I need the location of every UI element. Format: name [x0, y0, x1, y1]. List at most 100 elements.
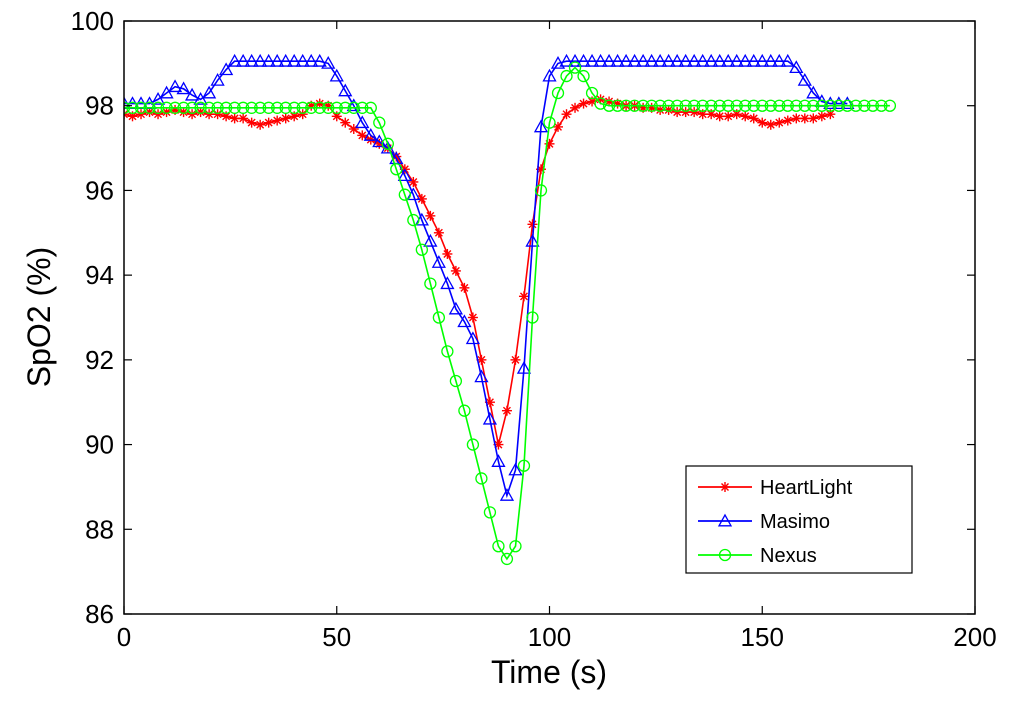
data-point-nexus: [585, 86, 599, 100]
data-point-masimo: [789, 60, 804, 74]
data-point-masimo: [227, 53, 242, 67]
data-point-masimo: [338, 83, 353, 97]
data-point-nexus: [432, 311, 446, 324]
data-point-heartlight: [680, 107, 691, 118]
data-point-nexus: [611, 99, 624, 112]
data-point-heartlight: [229, 113, 240, 124]
data-point-nexus: [219, 101, 233, 114]
data-point-nexus: [815, 99, 828, 112]
data-point-masimo: [270, 53, 285, 67]
data-point-masimo: [533, 119, 549, 133]
x-tick-label: 150: [741, 622, 784, 652]
y-tick-label: 86: [85, 599, 114, 629]
data-point-nexus: [594, 97, 607, 110]
data-point-masimo: [755, 53, 770, 67]
data-point-masimo: [601, 53, 617, 67]
data-point-heartlight: [672, 107, 683, 118]
data-point-heartlight: [501, 405, 512, 416]
legend-swatch-marker: [718, 548, 732, 562]
data-point-heartlight: [272, 115, 283, 126]
data-point-masimo: [491, 454, 506, 467]
legend-entry-nexus: Nexus: [698, 545, 817, 567]
data-point-heartlight: [459, 282, 470, 293]
data-point-heartlight: [263, 117, 274, 128]
data-point-heartlight: [578, 98, 589, 109]
data-point-nexus: [288, 101, 301, 114]
data-point-masimo: [431, 255, 446, 268]
data-point-heartlight: [757, 117, 768, 128]
data-point-heartlight: [774, 117, 785, 128]
data-point-nexus: [330, 101, 343, 114]
data-point-masimo: [482, 411, 498, 425]
data-point-nexus: [798, 99, 811, 112]
data-point-nexus: [756, 99, 769, 112]
data-point-heartlight: [782, 115, 793, 126]
data-point-nexus: [151, 101, 165, 114]
data-point-heartlight: [433, 227, 444, 238]
data-point-nexus: [688, 99, 701, 112]
data-point-heartlight: [467, 312, 478, 323]
data-point-heartlight: [808, 113, 819, 124]
y-axis: 86 88 90 92 94 96 98 100: [71, 6, 975, 629]
data-point-nexus: [543, 116, 556, 129]
data-point-masimo: [763, 53, 778, 67]
data-point-heartlight: [442, 248, 453, 259]
y-axis-title: SpO2 (%): [21, 247, 57, 387]
data-point-masimo: [670, 53, 685, 67]
data-point-heartlight: [570, 102, 581, 113]
data-point-nexus: [807, 99, 820, 112]
data-point-masimo: [576, 53, 591, 67]
plot-area: [123, 20, 976, 615]
data-point-nexus: [662, 99, 675, 112]
x-tick-label: 0: [117, 622, 131, 652]
data-point-heartlight: [221, 111, 232, 122]
legend-label: Masimo: [760, 511, 830, 533]
data-point-nexus: [747, 99, 760, 112]
data-point-masimo: [397, 168, 412, 182]
data-point-heartlight: [212, 109, 223, 120]
data-point-nexus: [177, 101, 190, 114]
y-tick-label: 90: [85, 430, 114, 460]
data-point-nexus: [696, 99, 709, 112]
data-point-heartlight: [723, 111, 734, 122]
x-tick-label: 50: [322, 622, 351, 652]
data-point-masimo: [695, 53, 710, 67]
data-point-heartlight: [357, 130, 368, 141]
series-line-masimo: [124, 60, 848, 499]
data-point-nexus: [875, 99, 888, 112]
data-point-masimo: [729, 53, 744, 67]
series-nexus: [124, 61, 897, 566]
data-point-nexus: [296, 101, 309, 114]
data-point-masimo: [363, 128, 378, 141]
legend-swatch-marker: [717, 513, 733, 527]
data-point-masimo: [176, 81, 191, 95]
data-point-nexus: [245, 101, 258, 114]
data-point-nexus: [832, 99, 845, 112]
data-point-masimo: [797, 72, 812, 86]
data-point-nexus: [739, 99, 752, 112]
data-point-nexus: [279, 101, 292, 114]
data-point-heartlight: [791, 113, 802, 124]
data-point-heartlight: [153, 109, 164, 120]
data-point-heartlight: [748, 113, 759, 124]
data-point-nexus: [356, 101, 369, 114]
data-point-nexus: [339, 101, 352, 114]
x-tick-label: 200: [953, 622, 996, 652]
y-tick-label: 94: [85, 260, 114, 290]
data-point-nexus: [373, 116, 386, 129]
data-point-nexus: [160, 101, 173, 114]
data-point-nexus: [347, 101, 360, 114]
data-point-masimo: [712, 53, 727, 67]
data-point-nexus: [322, 101, 335, 114]
data-point-masimo: [312, 53, 327, 67]
data-point-nexus: [671, 99, 684, 112]
data-point-masimo: [457, 314, 472, 328]
series-line-nexus: [124, 66, 890, 561]
data-point-nexus: [194, 101, 207, 114]
legend-entry-masimo: Masimo: [698, 511, 830, 533]
data-point-nexus: [126, 101, 139, 114]
data-point-nexus: [124, 101, 131, 114]
data-point-heartlight: [816, 111, 827, 122]
data-point-masimo: [584, 53, 600, 67]
